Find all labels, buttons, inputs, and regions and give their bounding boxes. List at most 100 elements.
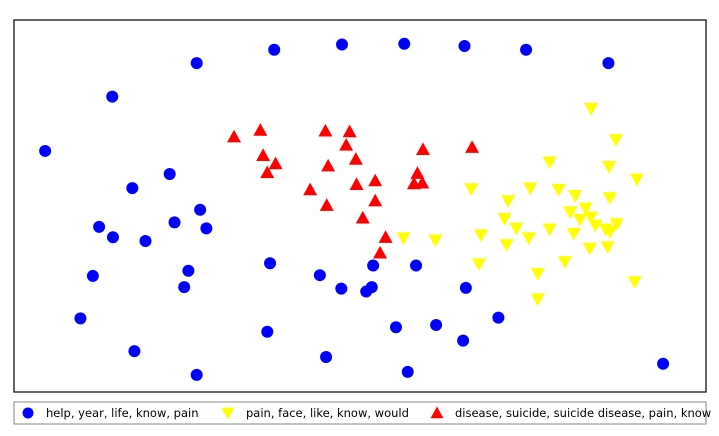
series-1-point-37 [401, 365, 414, 378]
series-2-point-28 [499, 239, 514, 252]
series-3-point-11 [321, 158, 336, 172]
series-3 [227, 123, 480, 259]
plot-frame [13, 19, 707, 393]
legend-label-3: disease, suicide, suicide disease, pain,… [455, 406, 711, 420]
series-3-point-2 [253, 123, 268, 136]
series-2-point-31 [472, 258, 487, 272]
series-1-point-24 [178, 281, 191, 294]
series-3-point-22 [378, 230, 393, 243]
series-1-point-39 [657, 357, 670, 370]
series-1-point-17 [139, 234, 152, 247]
series-2-point-4 [602, 160, 617, 174]
series-3-point-12 [260, 165, 275, 179]
series-1-point-22 [86, 269, 99, 282]
series-1-point-12 [194, 203, 207, 216]
series-2-point-30 [600, 241, 615, 254]
legend-label-2: pain, face, like, know, would [246, 406, 409, 420]
series-1-point-4 [458, 40, 471, 53]
legend-marker-3 [430, 406, 444, 419]
legend: help, year, life, know, pain pain, face, … [13, 401, 711, 425]
series-2-point-13 [563, 206, 578, 219]
legend-frame [13, 401, 707, 425]
series-2-point-35 [530, 293, 545, 306]
series-1 [39, 37, 670, 381]
series-1-point-35 [128, 345, 141, 358]
series-1-point-1 [268, 43, 281, 56]
series-2-point-1 [584, 102, 599, 116]
series-2-point-19 [588, 219, 603, 233]
series-3-point-6 [465, 140, 480, 153]
series-2-point-5 [629, 173, 644, 187]
series-1-point-29 [74, 312, 87, 325]
series-2-point-18 [542, 223, 557, 237]
series-2-point-8 [551, 184, 566, 197]
series-1-point-8 [106, 90, 119, 103]
series-2-point-32 [557, 256, 572, 269]
series-3-point-13 [410, 166, 425, 179]
legend-marker-2 [221, 407, 235, 420]
series-3-point-3 [318, 123, 333, 137]
series-1-point-10 [163, 168, 176, 181]
series-1-point-33 [457, 334, 470, 347]
series-1-point-32 [389, 321, 402, 334]
series-3-point-14 [368, 173, 383, 187]
series-1-point-13 [168, 216, 181, 229]
series-1-point-6 [190, 57, 203, 70]
series-1-point-36 [320, 351, 333, 364]
series-3-point-18 [303, 182, 318, 196]
series-1-point-9 [39, 144, 52, 157]
series-2-point-15 [573, 213, 588, 227]
series-1-point-14 [93, 220, 106, 233]
series-2-point-14 [497, 213, 512, 226]
series-1-point-3 [398, 37, 411, 50]
series-2-point-21 [396, 232, 411, 245]
series-2-point-12 [578, 202, 593, 216]
series-3-point-8 [256, 148, 271, 162]
series-1-point-21 [182, 264, 195, 277]
series-1-point-20 [410, 259, 423, 272]
series-2-point-2 [609, 134, 624, 147]
series-1-point-30 [430, 319, 443, 332]
data-points [39, 37, 670, 381]
series-2-point-11 [501, 195, 516, 208]
series-3-point-10 [268, 156, 283, 170]
series-3-point-17 [406, 176, 421, 190]
series-1-point-19 [367, 259, 380, 272]
series-1-point-25 [335, 282, 348, 295]
series-2-point-20 [609, 218, 624, 231]
series-2-point-29 [582, 242, 597, 256]
series-3-point-20 [319, 198, 334, 211]
series-2-point-33 [530, 268, 545, 281]
series-2 [396, 102, 644, 306]
series-1-point-5 [520, 43, 533, 56]
legend-marker-1 [22, 407, 34, 419]
series-3-point-1 [227, 129, 242, 143]
series-2-point-7 [523, 182, 538, 196]
series-1-point-2 [336, 38, 349, 51]
series-1-point-18 [264, 257, 277, 270]
series-2-point-9 [568, 189, 583, 203]
series-3-point-21 [355, 210, 370, 224]
series-2-point-3 [542, 156, 557, 170]
series-1-point-31 [492, 311, 505, 324]
series-1-point-28 [459, 281, 472, 294]
series-1-point-15 [200, 222, 213, 235]
series-1-point-34 [261, 325, 274, 338]
series-3-point-4 [342, 124, 357, 138]
series-2-point-22 [474, 229, 489, 243]
series-2-point-34 [627, 276, 642, 289]
series-2-point-6 [464, 183, 479, 196]
series-2-point-27 [428, 234, 443, 248]
series-1-point-38 [190, 368, 203, 381]
series-3-point-9 [348, 152, 363, 165]
series-3-point-23 [373, 245, 388, 259]
series-1-point-7 [602, 57, 615, 70]
series-2-point-10 [602, 192, 617, 205]
series-2-point-17 [509, 222, 524, 236]
series-2-point-16 [584, 211, 599, 225]
series-1-point-27 [360, 285, 373, 298]
series-3-point-19 [368, 193, 383, 207]
series-2-point-26 [602, 226, 617, 240]
series-2-point-23 [521, 232, 536, 245]
